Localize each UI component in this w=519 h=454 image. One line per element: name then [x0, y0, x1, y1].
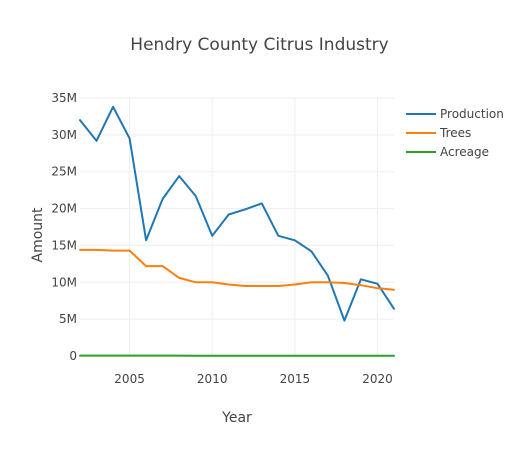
legend-item-acreage[interactable]: Acreage: [406, 145, 489, 159]
series-line-production: [80, 107, 394, 321]
legend-label: Acreage: [440, 145, 489, 159]
legend-label: Production: [440, 107, 504, 121]
legend-label: Trees: [439, 126, 471, 140]
series-lines: [80, 107, 394, 356]
y-axis-title: Amount: [30, 207, 46, 263]
x-axis-title: Year: [221, 410, 252, 426]
chart-title: Hendry County Citrus Industry: [130, 35, 388, 55]
x-tick-label: 2010: [197, 372, 228, 386]
y-tick-label: 25M: [51, 165, 77, 179]
y-tick-label: 15M: [51, 238, 77, 252]
y-tick-label: 0: [69, 349, 77, 363]
y-tick-label: 10M: [51, 275, 77, 289]
grid-lines: [80, 98, 394, 356]
x-tick-label: 2020: [362, 372, 393, 386]
y-tick-label: 5M: [59, 312, 77, 326]
y-tick-label: 35M: [51, 91, 77, 105]
x-tick-label: 2015: [280, 372, 311, 386]
y-tick-label: 30M: [51, 128, 77, 142]
y-tick-label: 20M: [51, 202, 77, 216]
legend[interactable]: Production Trees Acreage: [406, 107, 504, 159]
legend-item-production[interactable]: Production: [406, 107, 504, 121]
legend-item-trees[interactable]: Trees: [406, 126, 471, 140]
x-tick-label: 2005: [114, 372, 145, 386]
series-line-trees: [80, 250, 394, 290]
